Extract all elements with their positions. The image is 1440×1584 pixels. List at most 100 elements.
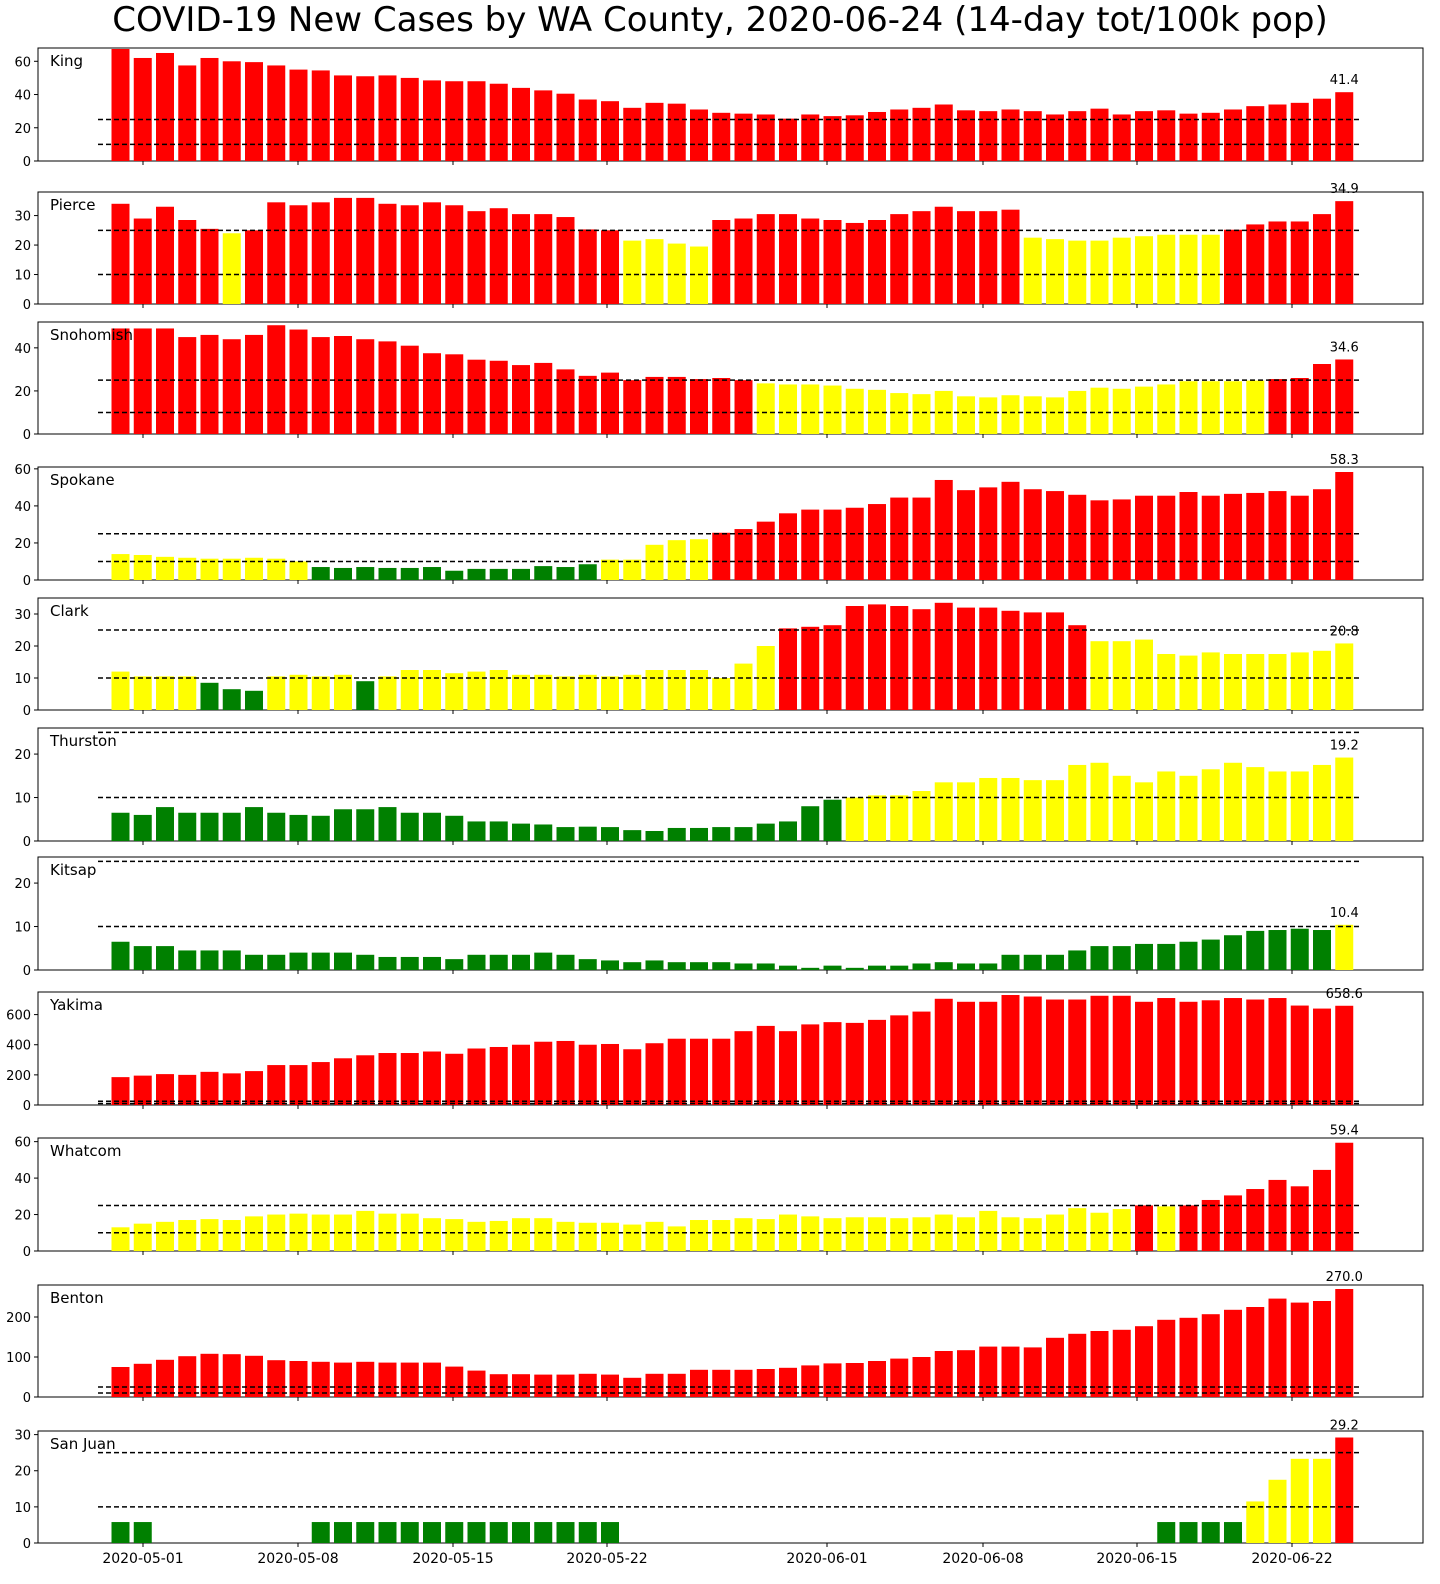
panel-snohomish-ytick-label: 0 (23, 428, 31, 443)
panel-whatcom-bar (178, 1220, 197, 1251)
panel-snohomish-bar (601, 372, 619, 434)
panel-pierce-bar (111, 203, 130, 304)
panel-clark-bar (489, 670, 508, 710)
panel-clark-bar (156, 676, 174, 710)
panel-yakima-bar (801, 1024, 820, 1105)
panel-clark-bar (667, 670, 686, 710)
panel-yakima-bar (467, 1048, 486, 1105)
panel-whatcom-bar (578, 1222, 597, 1251)
panel-spokane-bar (378, 567, 397, 580)
panel-san-juan-bar (1179, 1522, 1198, 1543)
panel-clark-bar (578, 674, 597, 710)
panel-king-bar (645, 102, 664, 161)
panel-whatcom-bar (756, 1219, 775, 1251)
panel-clark-bar (868, 604, 886, 710)
panel-king-bar (534, 90, 553, 162)
panel-clark-bar (245, 690, 263, 710)
panel-king-bar (356, 76, 375, 161)
panel-whatcom-bar (156, 1221, 174, 1251)
panel-kitsap-bar (957, 963, 975, 970)
panel-snohomish-bar (934, 390, 953, 434)
panel-thurston-bar (400, 812, 419, 841)
panel-benton-bar (1090, 1331, 1109, 1397)
panel-kitsap-bar (1246, 930, 1265, 970)
panel-yakima-last-value-label: 658.6 (1326, 987, 1363, 1002)
panel-king-bar (823, 116, 842, 161)
panel-thurston-bar (1068, 764, 1087, 841)
panel-spokane-bar (1268, 491, 1287, 580)
panel-kitsap-bar (423, 956, 441, 970)
panel-spokane-bar (133, 554, 152, 580)
panel-benton-bar (601, 1374, 619, 1397)
panel-spokane-ytick-label: 20 (14, 537, 31, 552)
panel-kitsap-bar (200, 950, 219, 970)
panel-yakima-bar (400, 1053, 419, 1105)
panel-snohomish-bar (489, 360, 508, 434)
panel-kitsap-bar (868, 965, 886, 970)
panel-pierce-bar (1290, 221, 1309, 304)
panel-whatcom-bar (311, 1214, 330, 1251)
panel-snohomish-bar (779, 384, 797, 434)
panel-pierce-bar (734, 218, 753, 304)
panel-pierce-bar (845, 222, 864, 304)
panel-pierce-bar (178, 220, 197, 304)
panel-king-bar (156, 52, 174, 161)
panel-kitsap-bar (1046, 954, 1064, 970)
panel-yakima-bar (512, 1044, 530, 1105)
panel-kitsap-bar (934, 962, 953, 970)
panel-whatcom-bar (712, 1220, 731, 1251)
panel-pierce-bar (578, 229, 597, 304)
panel-thurston-bar (578, 826, 597, 841)
panel-clark-bar (1201, 652, 1220, 710)
panel-kitsap-last-value-label: 10.4 (1330, 906, 1359, 921)
panel-spokane-bar (1090, 500, 1109, 580)
panel-pierce-ytick-label: 0 (23, 298, 31, 313)
panel-clark-bar (1046, 612, 1064, 710)
panel-kitsap-ytick-label: 20 (14, 877, 31, 892)
panel-san-juan-bar (423, 1522, 441, 1543)
panel-yakima-bar (534, 1041, 553, 1105)
panel-spokane-bar (311, 567, 330, 580)
panel-clark-bar (1157, 654, 1176, 710)
panel-whatcom-bar (645, 1221, 664, 1251)
panel-san-juan-bar (378, 1522, 397, 1543)
panel-king-bar (1290, 102, 1309, 161)
panel-spokane-bar (1135, 495, 1153, 580)
panel-whatcom-bar (868, 1217, 886, 1251)
panel-king-bar (200, 57, 219, 161)
panel-snohomish-bar (756, 383, 775, 434)
panel-spokane-bar (912, 497, 931, 580)
panel-clark-bar (912, 609, 931, 710)
panel-spokane-bar (512, 568, 530, 580)
panel-whatcom-bar (1268, 1179, 1287, 1251)
panel-snohomish-bar (667, 376, 686, 434)
panel-king-bar (334, 75, 352, 161)
panel-benton-bar (712, 1369, 731, 1397)
panel-clark-bar (712, 678, 731, 710)
panel-benton-last-value-label: 270.0 (1326, 1270, 1363, 1285)
panel-kitsap-bar (912, 963, 931, 970)
panel-thurston-bar (178, 812, 197, 841)
panel-king-bar (311, 70, 330, 161)
x-tick-label: 2020-06-22 (1251, 1551, 1332, 1567)
panel-thurston-bar (311, 815, 330, 841)
panel-thurston-bar (334, 809, 352, 841)
panel-snohomish-bar (200, 334, 219, 434)
panel-kitsap-bar (1068, 950, 1087, 970)
panel-thurston-bar (378, 807, 397, 841)
panel-benton-bar (334, 1362, 352, 1397)
panel-spokane-bar (267, 558, 286, 580)
panel-whatcom-bar (1335, 1142, 1354, 1251)
panel-clark-bar (1090, 641, 1109, 710)
panel-pierce-bar (623, 240, 642, 304)
panel-pierce-bar (890, 214, 909, 304)
panel-san-juan-bar (445, 1522, 464, 1543)
panel-snohomish-bar (1268, 379, 1287, 434)
panel-spokane-bar (200, 558, 219, 580)
panel-king-bar (1090, 108, 1109, 161)
x-tick-label: 2020-06-08 (942, 1551, 1023, 1567)
panel-pierce-bar (1224, 229, 1242, 304)
panel-pierce-bar (1112, 237, 1131, 304)
panel-thurston-bar (267, 812, 286, 841)
panel-kitsap-bar (556, 954, 575, 970)
